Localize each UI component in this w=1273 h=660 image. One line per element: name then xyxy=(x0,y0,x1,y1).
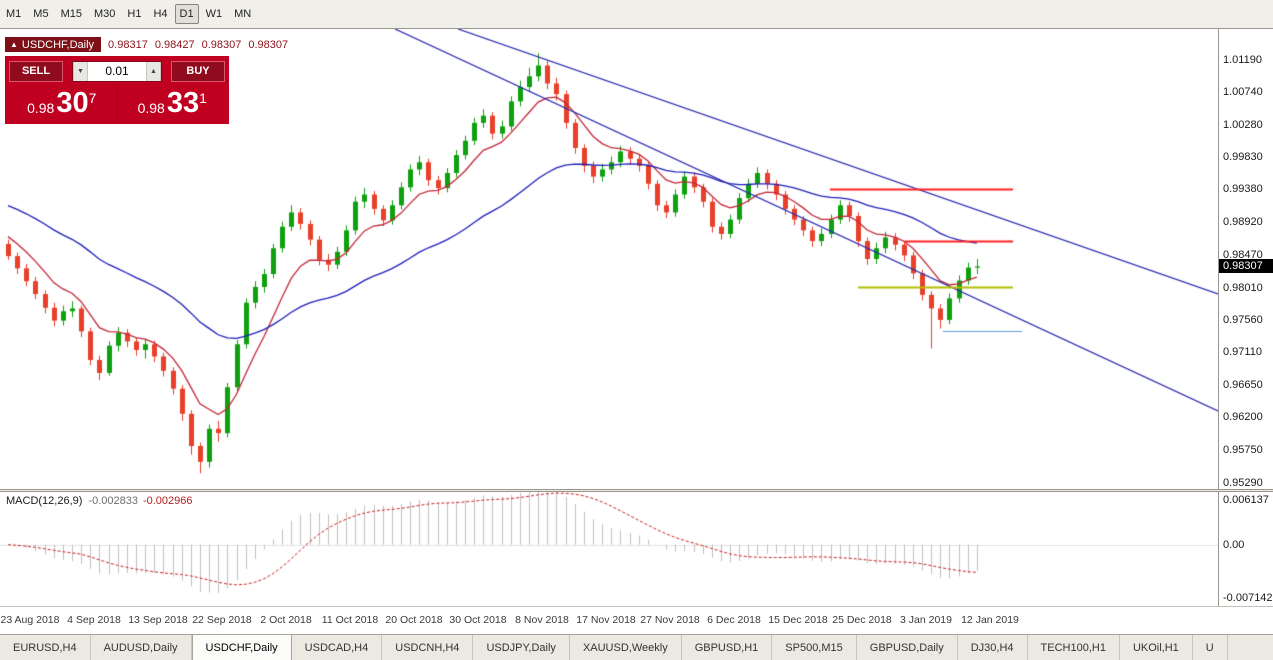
chart-tab-ukoil-h1[interactable]: UKOil,H1 xyxy=(1120,635,1193,660)
price-axis-label: 1.00280 xyxy=(1223,119,1263,131)
date-axis-label: 13 Sep 2018 xyxy=(128,614,188,626)
chart-tab-xauusd-weekly[interactable]: XAUUSD,Weekly xyxy=(570,635,682,660)
macd-value-main: -0.002833 xyxy=(88,495,138,507)
date-axis-label: 8 Nov 2018 xyxy=(515,614,569,626)
macd-axis-label: 0.006137 xyxy=(1223,494,1269,506)
volume-increase-button[interactable]: ▲ xyxy=(146,61,161,81)
chart-tab-u[interactable]: U xyxy=(1193,635,1228,660)
price-axis-label: 0.97560 xyxy=(1223,313,1263,326)
price-axis-label: 0.97110 xyxy=(1223,346,1262,359)
date-axis[interactable]: 23 Aug 2018 4 Sep 2018 13 Sep 2018 22 Sep 2… xyxy=(0,607,1273,634)
date-axis-label: 2 Oct 2018 xyxy=(260,614,312,626)
price-axis[interactable]: 0.98307 1.01190 1.00740 1.00280 0.99830 0.99… xyxy=(1219,29,1273,489)
chart-tab-gbpusd-daily[interactable]: GBPUSD,Daily xyxy=(857,635,958,660)
volume-decrease-button[interactable]: ▼ xyxy=(73,61,88,81)
buy-button[interactable]: BUY xyxy=(171,60,225,82)
price-axis-label: 1.00740 xyxy=(1223,86,1263,99)
chart-tab-sp500-m15[interactable]: SP500,M15 xyxy=(772,635,857,660)
price-axis-label: 0.96650 xyxy=(1223,379,1263,392)
axis-separator xyxy=(1218,29,1219,606)
sell-price-prefix: 0.98 xyxy=(27,100,55,116)
date-axis-label: 20 Oct 2018 xyxy=(385,614,443,626)
timeframe-button-h1[interactable]: H1 xyxy=(122,4,147,24)
price-axis-label: 0.98470 xyxy=(1223,248,1263,261)
date-axis-label: 23 Aug 2018 xyxy=(0,614,60,626)
chart-tab-eurusd-h4[interactable]: EURUSD,H4 xyxy=(0,635,91,660)
macd-label: MACD(12,26,9) -0.002833 -0.002966 xyxy=(6,495,193,507)
sell-price-big: 30 xyxy=(56,87,89,119)
ohlc-low: 0.98307 xyxy=(201,38,242,51)
date-axis-separator xyxy=(0,606,1273,607)
ohlc-close: 0.98307 xyxy=(248,38,289,51)
macd-window: MACD(12,26,9) -0.002833 -0.002966 xyxy=(0,492,1218,606)
sell-price-sup: 7 xyxy=(88,90,97,106)
price-axis-label: 0.99830 xyxy=(1223,151,1263,164)
chart-symbol-label: USDCHF,Daily xyxy=(21,38,95,51)
timeframe-button-h4[interactable]: H4 xyxy=(148,4,173,24)
date-axis-label: 4 Sep 2018 xyxy=(67,614,121,626)
chart-tab-dj30-h4[interactable]: DJ30,H4 xyxy=(958,635,1028,660)
window-splitter[interactable] xyxy=(0,489,1273,492)
macd-canvas[interactable] xyxy=(0,492,1218,606)
chart-title: ▲ USDCHF,Daily 0.98317 0.98427 0.98307 0… xyxy=(5,37,288,52)
chart-symbol-chip: ▲ USDCHF,Daily xyxy=(5,37,102,52)
sell-price[interactable]: 0.98 30 7 xyxy=(9,89,115,120)
date-axis-label: 15 Dec 2018 xyxy=(768,614,828,626)
timeframe-button-mn[interactable]: MN xyxy=(229,4,257,24)
current-price-tag: 0.98307 xyxy=(1219,259,1273,274)
buy-price-big: 33 xyxy=(166,87,200,119)
macd-name: MACD(12,26,9) xyxy=(6,495,83,507)
date-axis-label: 6 Dec 2018 xyxy=(707,614,761,626)
timeframe-button-m1[interactable]: M1 xyxy=(1,4,27,24)
timeframe-button-m30[interactable]: M30 xyxy=(88,4,121,24)
sell-button[interactable]: SELL xyxy=(9,60,63,82)
date-axis-label: 17 Nov 2018 xyxy=(576,614,636,626)
buy-price-prefix: 0.98 xyxy=(137,100,165,116)
date-axis-label: 3 Jan 2019 xyxy=(900,614,952,626)
chart-tab-tech100-h1[interactable]: TECH100,H1 xyxy=(1028,635,1120,660)
macd-axis-label: -0.007142 xyxy=(1223,592,1273,604)
chart-tab-usdcnh-h4[interactable]: USDCNH,H4 xyxy=(382,635,474,660)
one-click-trading-panel: SELL ▼ ▲ BUY 0.98 30 7 0.98 33 1 xyxy=(5,56,229,124)
macd-axis[interactable]: 0.006137 0.00 -0.007142 xyxy=(1219,492,1273,606)
buy-price[interactable]: 0.98 33 1 xyxy=(120,89,226,120)
price-axis-label: 0.95750 xyxy=(1223,443,1263,456)
price-axis-label: 0.95290 xyxy=(1223,476,1263,489)
ohlc-open: 0.98317 xyxy=(108,38,148,51)
chart-window: ▲ USDCHF,Daily 0.98317 0.98427 0.98307 0… xyxy=(0,29,1218,489)
volume-input[interactable] xyxy=(88,61,146,81)
chart-up-arrow-icon: ▲ xyxy=(10,39,18,49)
date-axis-label: 27 Nov 2018 xyxy=(640,614,700,626)
chart-tab-gbpusd-h1[interactable]: GBPUSD,H1 xyxy=(682,635,773,660)
ohlc-high: 0.98427 xyxy=(154,38,195,51)
price-divider xyxy=(116,84,118,120)
chart-tab-audusd-daily[interactable]: AUDUSD,Daily xyxy=(91,635,192,660)
date-axis-label: 11 Oct 2018 xyxy=(321,614,379,626)
buy-price-sup: 1 xyxy=(199,90,207,106)
price-axis-label: 0.98920 xyxy=(1223,216,1263,229)
timeframe-button-d1[interactable]: D1 xyxy=(174,4,199,24)
volume-stepper: ▼ ▲ xyxy=(72,60,162,82)
timeframe-button-m15[interactable]: M15 xyxy=(55,4,87,24)
macd-axis-label: 0.00 xyxy=(1223,538,1245,551)
price-axis-label: 0.99380 xyxy=(1223,183,1263,196)
date-axis-label: 12 Jan 2019 xyxy=(961,614,1019,626)
macd-value-signal: -0.002966 xyxy=(142,495,193,507)
chart-tab-usdchf-daily[interactable]: USDCHF,Daily xyxy=(191,635,292,660)
chart-tab-bar: EURUSD,H4 AUDUSD,Daily USDCHF,Daily USDCAD,… xyxy=(0,634,1273,660)
chart-tab-usdjpy-daily[interactable]: USDJPY,Daily xyxy=(473,635,570,660)
timeframe-button-m5[interactable]: M5 xyxy=(28,4,54,24)
date-axis-label: 30 Oct 2018 xyxy=(449,614,507,626)
price-axis-label: 0.96200 xyxy=(1223,411,1263,424)
price-axis-label: 1.01190 xyxy=(1223,53,1262,66)
timeframe-toolbar: M1 M5 M15 M30 H1 H4 D1 W1 MN xyxy=(0,0,1273,29)
chart-tab-usdcad-h4[interactable]: USDCAD,H4 xyxy=(292,635,383,660)
timeframe-button-w1[interactable]: W1 xyxy=(200,4,228,24)
date-axis-label: 25 Dec 2018 xyxy=(832,614,892,626)
price-axis-label: 0.98010 xyxy=(1223,281,1263,294)
date-axis-label: 22 Sep 2018 xyxy=(192,614,252,626)
